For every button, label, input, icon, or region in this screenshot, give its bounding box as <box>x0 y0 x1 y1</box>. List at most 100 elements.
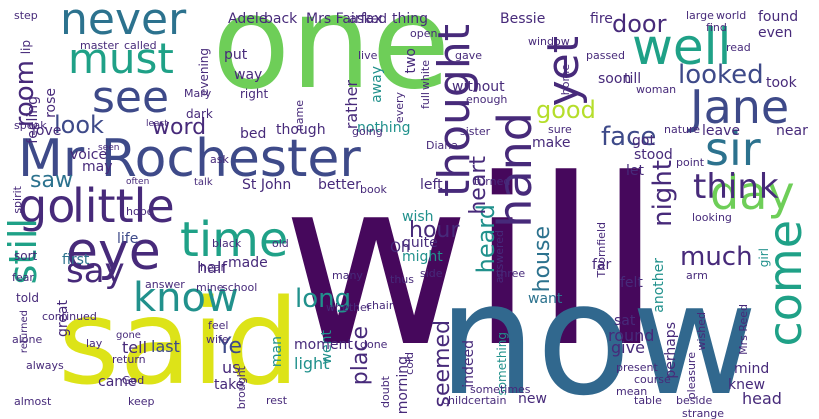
cloud-word: looked <box>678 60 764 90</box>
cloud-word: moment <box>294 337 353 353</box>
cloud-word: fear <box>12 271 34 284</box>
cloud-word: gone <box>116 330 141 341</box>
cloud-word: look <box>54 111 104 139</box>
cloud-word: long <box>295 284 352 314</box>
cloud-word: Jane <box>690 80 790 134</box>
cloud-word: rose <box>43 88 59 118</box>
cloud-word: head <box>742 389 782 408</box>
cloud-word: voice <box>70 147 108 163</box>
cloud-word: even <box>758 25 793 41</box>
cloud-word: took <box>766 75 797 91</box>
cloud-word: alone <box>12 333 43 346</box>
cloud-word: certain <box>468 394 507 407</box>
cloud-word: arm <box>686 269 708 282</box>
cloud-word: enough <box>466 93 508 106</box>
cloud-word: got <box>632 133 655 149</box>
cloud-word: lip <box>19 40 33 55</box>
cloud-word: without <box>452 79 505 95</box>
cloud-word: girl <box>757 248 771 268</box>
cloud-word: stood <box>634 147 673 163</box>
cloud-word: sat <box>614 313 636 329</box>
cloud-word: side <box>420 267 443 280</box>
cloud-word: window <box>528 35 570 48</box>
cloud-word: keep <box>128 395 155 408</box>
cloud-word: tell <box>122 338 148 357</box>
cloud-word: course <box>634 373 671 386</box>
cloud-word: chair <box>366 299 394 312</box>
cloud-word: pleasure <box>685 352 698 400</box>
cloud-word: good <box>536 96 596 124</box>
cloud-word: felt <box>620 275 643 291</box>
cloud-word: life <box>117 231 139 247</box>
cloud-word: wife <box>206 333 229 346</box>
cloud-word: white <box>419 60 432 91</box>
cloud-word: night <box>648 160 678 227</box>
cloud-word: saw <box>30 168 73 193</box>
cloud-word: say <box>66 251 125 291</box>
cloud-word: name <box>293 100 306 132</box>
cloud-word: Thornfield <box>595 222 608 278</box>
cloud-word: always <box>26 359 64 372</box>
cloud-word: indeed <box>461 340 477 388</box>
cloud-word: Oh <box>390 240 410 256</box>
cloud-word: know <box>133 275 239 321</box>
cloud-word: little <box>72 179 175 233</box>
cloud-word: sure <box>548 123 572 136</box>
cloud-word: said <box>58 273 300 411</box>
cloud-word: door <box>612 10 667 38</box>
cloud-word: leave <box>702 123 740 139</box>
cloud-word: many <box>332 269 363 282</box>
cloud-word: knew <box>728 377 766 393</box>
cloud-word: another <box>651 258 667 313</box>
cloud-word: better <box>318 177 361 193</box>
cloud-word: put <box>224 47 248 63</box>
cloud-word: God <box>122 374 145 387</box>
cloud-word: Mrs Reed <box>737 304 750 355</box>
cloud-word: home <box>559 64 572 96</box>
cloud-word: love <box>32 123 62 139</box>
cloud-word: sister <box>460 125 491 138</box>
cloud-word: strange <box>682 407 725 419</box>
cloud-word: back <box>264 11 298 27</box>
cloud-word: half <box>197 258 228 277</box>
cloud-word: came <box>98 374 137 390</box>
cloud-word: full <box>419 92 432 109</box>
cloud-word: two <box>403 48 419 74</box>
cloud-word: us <box>222 358 241 377</box>
cloud-word: seen <box>98 143 120 153</box>
cloud-word: feel <box>208 319 229 332</box>
cloud-word: evening <box>197 48 211 97</box>
cloud-word: wish <box>402 209 434 225</box>
cloud-word: hear <box>200 261 226 274</box>
cloud-word: every <box>393 92 406 124</box>
cloud-word: woman <box>636 83 677 96</box>
cloud-word: found <box>758 9 799 25</box>
cloud-word: return <box>112 353 146 366</box>
cloud-word: ask <box>210 153 229 166</box>
cloud-word: least <box>146 119 168 129</box>
cloud-word: let <box>626 163 644 179</box>
cloud-word: one <box>212 0 451 118</box>
cloud-word: though <box>276 122 326 138</box>
cloud-word: old <box>272 237 289 250</box>
cloud-word: cold <box>403 352 416 375</box>
cloud-word: away <box>369 66 385 103</box>
cloud-word: lay <box>86 337 103 350</box>
cloud-word: child <box>442 394 469 407</box>
cloud-word: gave <box>455 49 483 62</box>
cloud-word: sometimes <box>470 383 531 396</box>
cloud-word: table <box>634 394 662 407</box>
cloud-word: Diana <box>426 139 458 152</box>
cloud-word: continued <box>42 310 97 323</box>
cloud-word: give <box>611 338 645 357</box>
cloud-word: Bessie <box>500 11 546 27</box>
cloud-word: mind <box>734 361 770 377</box>
cloud-word: now <box>438 249 758 419</box>
cloud-word: well <box>632 18 732 76</box>
cloud-word: must <box>68 34 174 83</box>
cloud-word: place <box>348 326 373 386</box>
cloud-word: dark <box>186 107 213 121</box>
cloud-word: live <box>358 49 378 62</box>
cloud-word: going <box>352 125 383 138</box>
